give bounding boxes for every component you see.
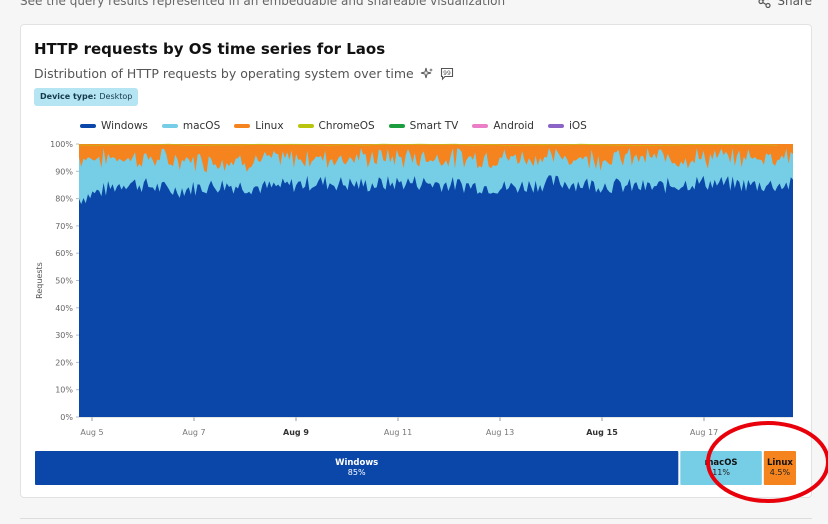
legend-swatch (388, 124, 405, 128)
legend-item-smart-tv[interactable]: Smart TV (388, 120, 459, 132)
share-icon (758, 0, 771, 8)
legend-label: Smart TV (409, 120, 459, 132)
legend-item-ios[interactable]: iOS (547, 120, 587, 132)
page-header: See the query results represented in an … (20, 0, 812, 10)
y-tick-label: 80% (55, 195, 73, 204)
annotation-circle (706, 421, 828, 503)
chart-legend: Windows macOS Linux ChromeOS Smart TV Android… (80, 120, 587, 132)
share-button[interactable]: Share (758, 0, 812, 8)
y-tick-label: 100% (50, 140, 73, 149)
legend-swatch (547, 124, 564, 128)
chip-value: Desktop (99, 92, 133, 101)
legend-label: iOS (568, 120, 587, 132)
legend-item-macos[interactable]: macOS (161, 120, 221, 132)
y-tick-label: 10% (55, 386, 73, 395)
y-tick-label: 30% (55, 331, 73, 340)
chart-description-text: Distribution of HTTP requests by operati… (34, 66, 414, 81)
sparkle-icon[interactable] (420, 67, 434, 81)
x-tick-label: Aug 15 (586, 428, 618, 437)
legend-label: ChromeOS (318, 120, 375, 132)
summary-value: 11% (712, 468, 730, 477)
y-tick-label: 20% (55, 358, 73, 367)
summary-label: macOS (705, 458, 738, 468)
legend-label: macOS (182, 120, 221, 132)
legend-swatch (472, 124, 489, 128)
y-tick-label: 0% (60, 413, 73, 422)
legend-label: Linux (255, 120, 284, 132)
legend-swatch (161, 124, 178, 128)
share-label: Share (777, 0, 812, 8)
x-tick-label: Aug 5 (80, 428, 103, 437)
area-windows (79, 175, 793, 417)
y-tick-label: 90% (55, 167, 73, 176)
legend-item-windows[interactable]: Windows (80, 120, 148, 132)
area-chromeos (78, 143, 778, 147)
summary-bar-linux (763, 451, 796, 485)
x-tick-label: Aug 7 (182, 428, 205, 437)
x-tick-label: Aug 11 (384, 428, 412, 437)
y-tick-label: 70% (55, 222, 73, 231)
quote-comment-icon[interactable]: 99 (440, 67, 454, 81)
y-axis-label: Requests (35, 262, 44, 299)
chart-description: Distribution of HTTP requests by operati… (34, 66, 454, 81)
legend-swatch (234, 124, 251, 128)
x-tick-label: Aug 9 (283, 428, 309, 437)
summary-value: 4.5% (770, 468, 791, 477)
summary-label: Linux (767, 458, 793, 468)
legend-swatch (80, 124, 96, 128)
y-tick-label: 60% (55, 249, 73, 258)
x-tick-label: Aug 13 (486, 428, 514, 437)
legend-label: Windows (101, 120, 148, 132)
summary-label: Windows (335, 458, 378, 468)
legend-swatch (297, 124, 314, 128)
y-tick-label: 40% (55, 304, 73, 313)
svg-text:99: 99 (443, 70, 451, 77)
legend-item-linux[interactable]: Linux (234, 120, 284, 132)
divider (20, 518, 812, 519)
summary-value: 85% (348, 468, 366, 477)
page-subtitle: See the query results represented in an … (20, 0, 506, 8)
summary-bar-macos (680, 451, 762, 485)
chip-key: Device type: (40, 92, 97, 101)
x-tick-label: Aug 17 (690, 428, 718, 437)
y-tick-label: 50% (55, 277, 73, 286)
device-type-chip[interactable]: Device type: Desktop (34, 88, 139, 106)
summary-bar-windows (35, 451, 679, 485)
legend-item-android[interactable]: Android (472, 120, 534, 132)
legend-item-chromeos[interactable]: ChromeOS (297, 120, 375, 132)
legend-label: Android (493, 120, 534, 132)
chart-title: HTTP requests by OS time series for Laos (34, 40, 386, 58)
